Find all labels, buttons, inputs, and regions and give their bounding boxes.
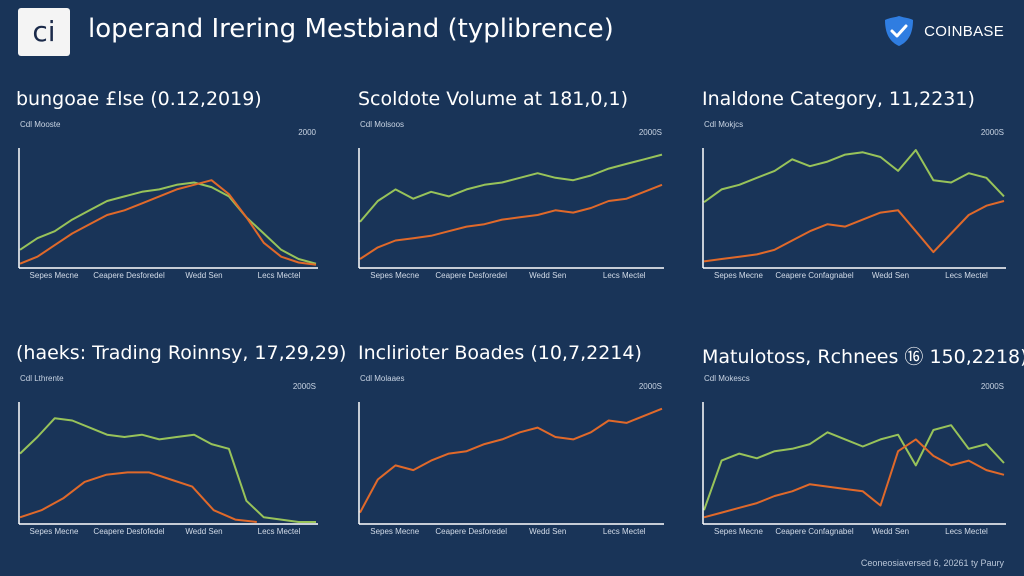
x-tick-label: Lecs Mectel	[258, 271, 301, 280]
x-tick-label: Wedd Sen	[185, 271, 222, 280]
brand-name: COINBASE	[924, 22, 1004, 40]
chart-title: bungoae £lse (0.12,2019)	[16, 88, 262, 110]
series-line-1	[703, 200, 1005, 263]
line-chart: Sepes Mecne Ceapere Confagnabel Wedd Sen Le…	[702, 402, 1006, 536]
series-line-0	[359, 153, 663, 223]
series-line-1	[19, 179, 317, 266]
y-unit-label: Cdl Mokjcs	[704, 120, 744, 129]
x-tick-label: Lecs Mectel	[603, 527, 646, 536]
y-max-label: 2000S	[638, 382, 662, 391]
chart-title: Matulotoss, Rchnees ⑯ 150,2218) ..	[702, 346, 1024, 368]
y-max-label: 2000	[298, 128, 316, 137]
x-tick-label: Sepes Mecne	[370, 527, 419, 536]
y-max-label: 2000S	[980, 382, 1004, 391]
footer-credit: Ceoneosiaversed 6, 20261 ty Paury	[860, 558, 1004, 568]
line-chart: Sepes Mecne Ceapere Confagnabel Wedd Sen Le…	[702, 148, 1006, 280]
y-max-label: 2000S	[980, 128, 1004, 137]
x-tick-label: Lecs Mectel	[603, 271, 646, 280]
check-shield-icon	[885, 16, 914, 46]
x-tick-label: Ceapere Confagnabel	[775, 271, 854, 280]
x-tick-label: Wedd Sen	[529, 527, 566, 536]
y-max-label: 2000S	[292, 382, 316, 391]
line-chart: Sepes Mecne Ceapere Desforedel Wedd Sen Lec…	[358, 402, 664, 536]
page-title: loperand Irering Mestbiand (typlibrence)	[88, 14, 614, 44]
y-unit-label: Cdl Lthrente	[20, 374, 64, 383]
header: ci loperand Irering Mestbiand (typlibren…	[0, 0, 1024, 64]
y-unit-label: Cdl Molaaes	[360, 374, 405, 383]
chart-title: Inaldone Category, 11,2231)	[702, 88, 975, 110]
chart-title: (haeks: Trading Roinnsy, 17,29,29)	[16, 342, 347, 364]
x-tick-label: Ceapere Desforedel	[93, 271, 165, 280]
series-line-0	[19, 181, 317, 265]
line-chart: Sepes Mecne Ceapere Desforedel Wedd Sen Lec…	[18, 148, 318, 280]
series-line-1	[703, 438, 1005, 519]
x-tick-label: Sepes Mecne	[30, 527, 79, 536]
series-line-1	[19, 471, 257, 523]
x-tick-label: Sepes Mecne	[714, 527, 763, 536]
x-tick-label: Lecs Mectel	[945, 271, 988, 280]
series-line-0	[359, 407, 663, 514]
y-max-label: 2000S	[638, 128, 662, 137]
x-tick-label: Wedd Sen	[872, 271, 909, 280]
x-tick-label: Ceapere Confagnabel	[775, 527, 854, 536]
y-unit-label: Cdl Mooste	[20, 120, 61, 129]
x-tick-label: Sepes Mecne	[714, 271, 763, 280]
line-chart: Sepes Mecne Ceapere Desforedel Wedd Sen Lec…	[358, 148, 664, 280]
line-chart: Sepes Mecne Ceapere Desfofedel Wedd Sen Lec…	[18, 402, 318, 536]
x-tick-label: Ceapere Desfofedel	[93, 527, 164, 536]
y-unit-label: Cdl Mokescs	[704, 374, 750, 383]
app-logo[interactable]: ci	[18, 8, 70, 56]
x-tick-label: Wedd Sen	[872, 527, 909, 536]
series-line-0	[703, 149, 1005, 204]
brand[interactable]: COINBASE	[882, 14, 1004, 48]
series-line-0	[19, 417, 316, 523]
x-tick-label: Wedd Sen	[185, 527, 222, 536]
x-tick-label: Lecs Mectel	[945, 527, 988, 536]
y-unit-label: Cdl Molsoos	[360, 120, 405, 129]
x-tick-label: Ceapere Desforedel	[435, 527, 507, 536]
x-tick-label: Lecs Mectel	[258, 527, 301, 536]
x-tick-label: Sepes Mecne	[370, 271, 419, 280]
series-line-0	[703, 424, 1005, 511]
x-tick-label: Ceapere Desforedel	[435, 271, 507, 280]
series-line-1	[359, 183, 663, 260]
x-tick-label: Sepes Mecne	[30, 271, 79, 280]
chart-title: Scoldote Volume at 181,0,1)	[358, 88, 629, 110]
x-tick-label: Wedd Sen	[529, 271, 566, 280]
chart-title: Inclirioter Boades (10,7,2214)	[358, 342, 642, 364]
